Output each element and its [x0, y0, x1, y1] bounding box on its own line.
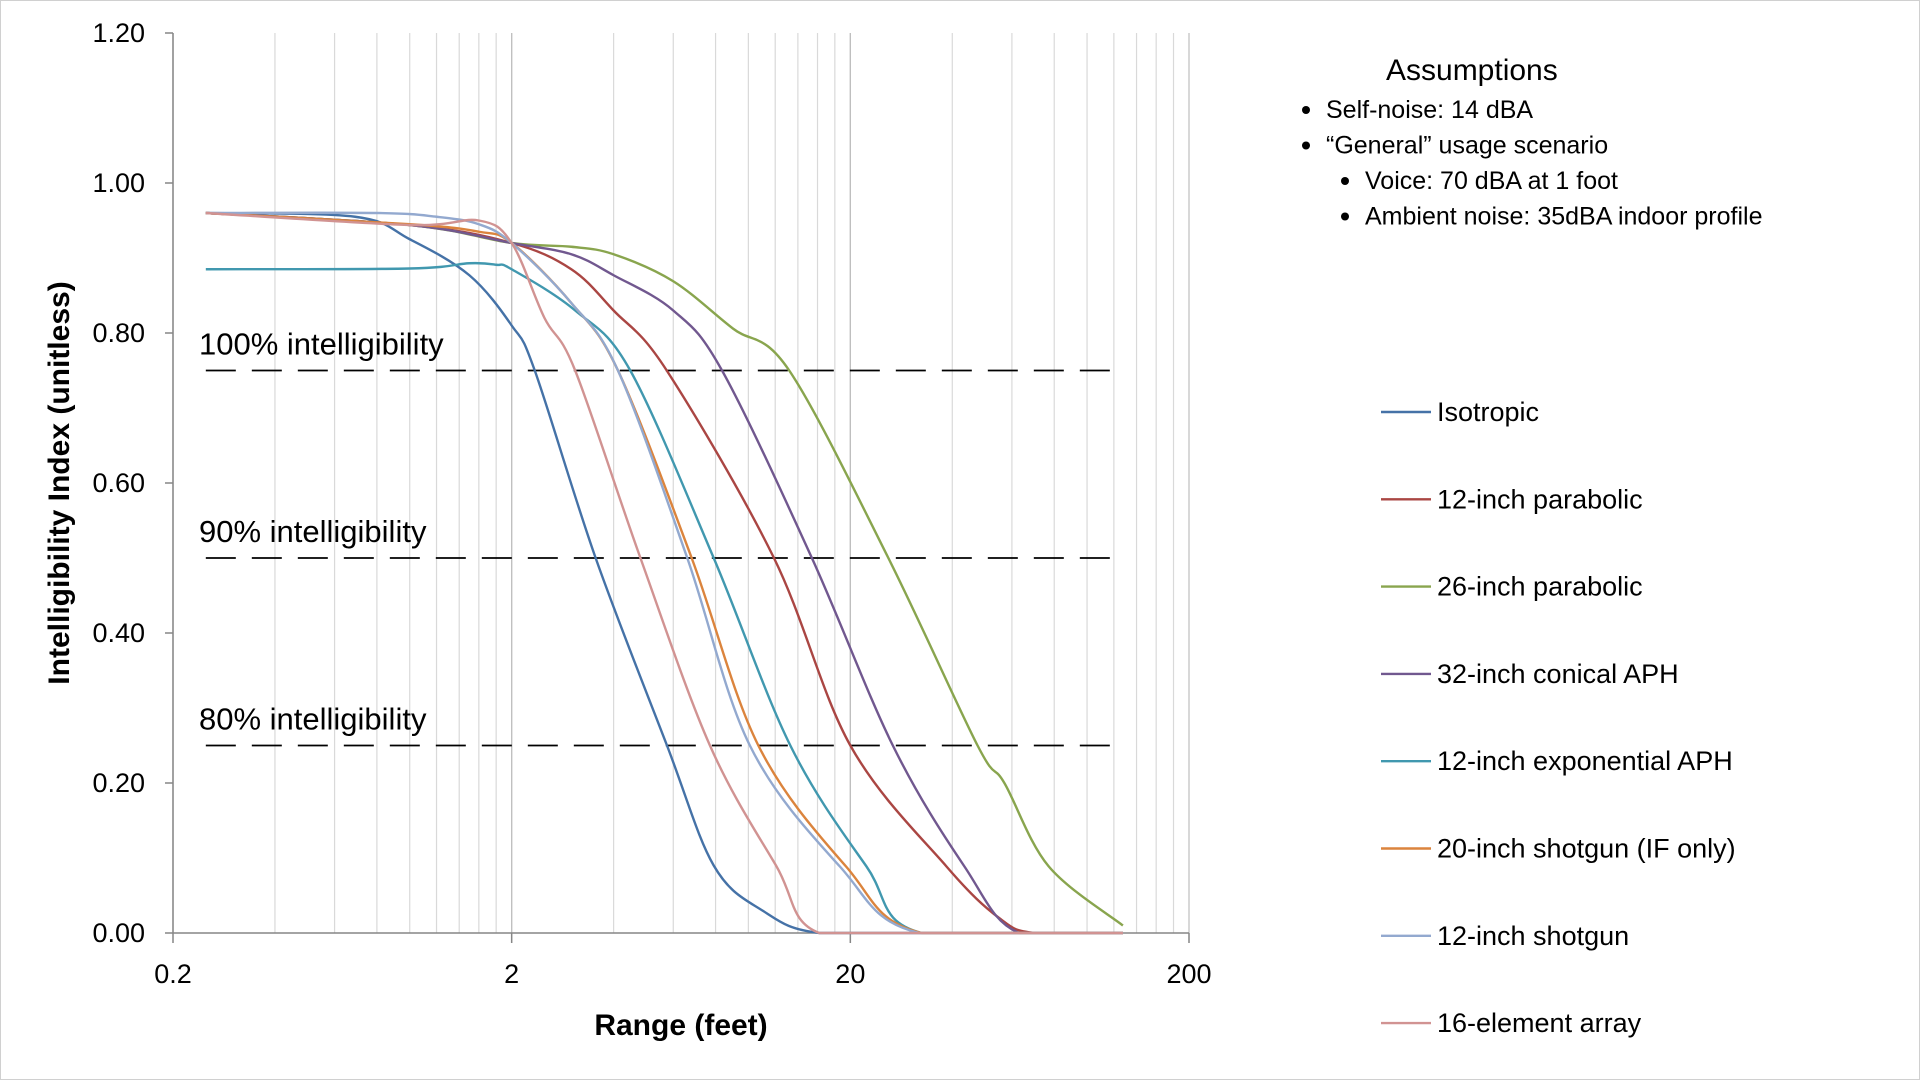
- legend-label: 12-inch exponential APH: [1437, 746, 1733, 776]
- y-tick-label: 0.80: [92, 318, 145, 348]
- reference-lines: 100% intelligibility 90% intelligibility 8…: [199, 327, 1124, 747]
- legend-label: 16-element array: [1437, 1008, 1642, 1038]
- series-lines: [205, 211, 1124, 935]
- bullet-icon: [1341, 177, 1349, 185]
- legend-label: 32-inch conical APH: [1437, 659, 1679, 689]
- y-tick-label: 0.20: [92, 768, 145, 798]
- y-tick-label: 1.20: [92, 18, 145, 48]
- y-tick-label: 0.40: [92, 618, 145, 648]
- x-tick-label: 2: [504, 959, 519, 989]
- assumptions-box: Assumptions Self-noise: 14 dBA “General” …: [1302, 54, 1762, 231]
- x-tick-label: 20: [835, 959, 865, 989]
- legend-label: 12-inch shotgun: [1437, 921, 1629, 951]
- bullet-icon: [1302, 141, 1310, 150]
- legend-label: 20-inch shotgun (IF only): [1437, 834, 1736, 864]
- x-tick-label: 0.2: [154, 959, 192, 989]
- assumption-item: Self-noise: 14 dBA: [1326, 96, 1533, 124]
- y-tick-label: 1.00: [92, 168, 145, 198]
- reference-line-label: 80% intelligibility: [199, 702, 427, 737]
- series-line-32-inch-conical-aph: [205, 211, 1123, 935]
- series-line-26-inch-parabolic: [205, 211, 1124, 927]
- x-tick-label: 200: [1166, 959, 1211, 989]
- assumptions-title: Assumptions: [1386, 54, 1558, 87]
- reference-line-label: 100% intelligibility: [199, 327, 444, 362]
- y-tick-label: 0.00: [92, 918, 145, 948]
- assumption-item: “General” usage scenario: [1326, 132, 1608, 160]
- series-line-16-element-array: [205, 211, 1123, 935]
- bullet-icon: [1341, 212, 1349, 221]
- assumption-item: Voice: 70 dBA at 1 foot: [1365, 167, 1618, 195]
- series-line-12-inch-exponential-aph: [205, 261, 1123, 935]
- y-axis-title: Intelligibility Index (unitless): [43, 281, 76, 684]
- series-line-12-inch-shotgun: [205, 211, 1123, 935]
- y-tick-label: 0.60: [92, 468, 145, 498]
- series-line-12-inch-parabolic: [205, 211, 1123, 935]
- bullet-icon: [1302, 106, 1310, 114]
- legend-label: 26-inch parabolic: [1437, 572, 1643, 602]
- legend-label: Isotropic: [1437, 397, 1539, 427]
- legend-label: 12-inch parabolic: [1437, 484, 1643, 514]
- gridlines: [172, 33, 1190, 933]
- legend: Isotropic 12-inch parabolic 26-inch parabo…: [1381, 397, 1736, 1038]
- series-line-isotropic: [205, 211, 1123, 935]
- series-line-20-inch-shotgun-if-only-: [205, 211, 1123, 935]
- assumption-item: Ambient noise: 35dBA indoor profile: [1365, 203, 1762, 231]
- axes: 0.00 0.20 0.40 0.60 0.80 1.00 1.20 0.2 2 20 200: [92, 18, 1211, 989]
- x-axis-title: Range (feet): [594, 1009, 767, 1042]
- reference-line-label: 90% intelligibility: [199, 514, 427, 549]
